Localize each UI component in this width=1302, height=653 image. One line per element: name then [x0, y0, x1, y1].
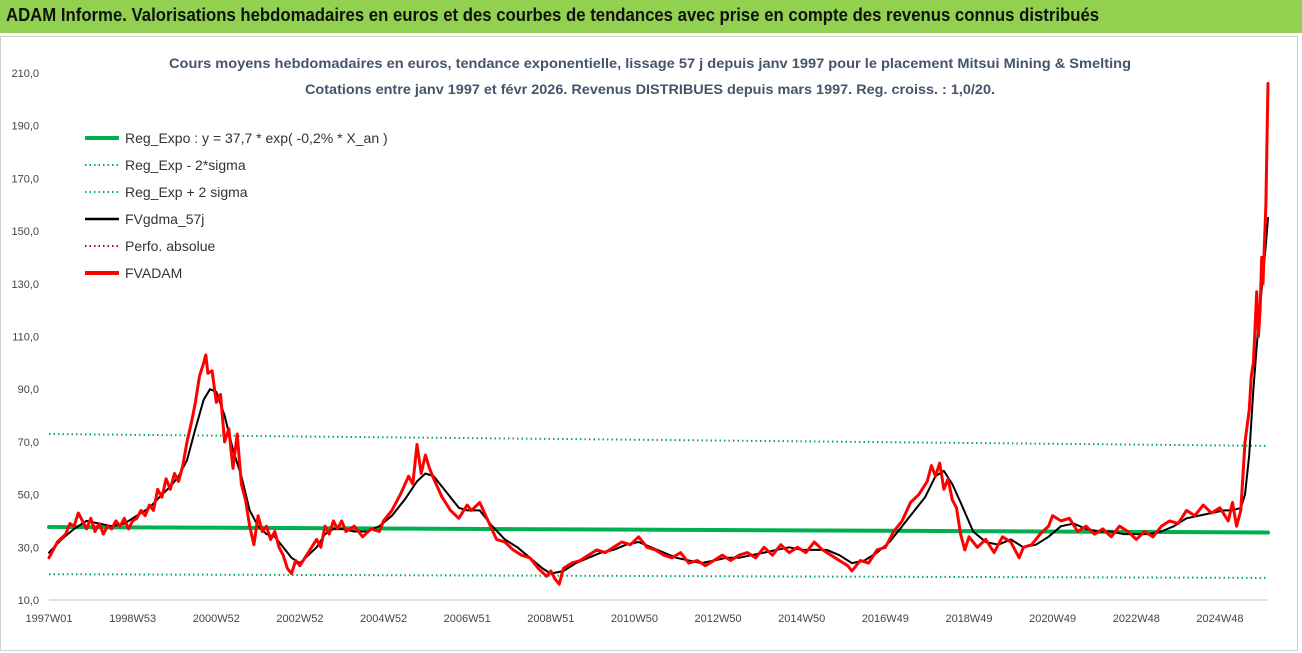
- series-line-0: [47, 525, 1270, 535]
- legend-label: Reg_Exp + 2 sigma: [125, 184, 248, 200]
- y-tick-label: 50,0: [18, 490, 39, 502]
- y-tick-label: 110,0: [12, 332, 39, 344]
- series-line-1: [48, 573, 1269, 579]
- y-tick-label: 190,0: [11, 121, 39, 133]
- legend-label: FVgdma_57j: [125, 211, 204, 227]
- header-banner: ADAM Informe. Valorisations hebdomadaire…: [0, 0, 1302, 33]
- x-tick-label: 2012W50: [695, 613, 742, 625]
- chart-area: Cours moyens hebdomadaires en euros, ten…: [0, 36, 1298, 651]
- legend-label: FVADAM: [125, 265, 182, 281]
- x-tick-label: 2022W48: [1113, 613, 1160, 625]
- y-tick-label: 90,0: [18, 384, 39, 396]
- legend: Reg_Expo : y = 37,7 * exp( -0,2% * X_an …: [85, 130, 388, 281]
- series-line-5: [47, 82, 1270, 586]
- x-tick-label: 1998W53: [109, 613, 156, 625]
- chart-title-line-1: Cours moyens hebdomadaires en euros, ten…: [169, 55, 1131, 71]
- plot-series: [47, 82, 1270, 586]
- x-tick-label: 2008W51: [527, 613, 574, 625]
- y-tick-label: 210,0: [11, 68, 39, 80]
- y-tick-label: 70,0: [18, 437, 39, 449]
- y-axis-labels: 10,0 30,0 50,0 70,0 90,0 110,0 130,0 150,0 170,0…: [11, 68, 39, 607]
- page-title: ADAM Informe. Valorisations hebdomadaire…: [6, 5, 1100, 25]
- x-tick-label: 2020W49: [1029, 613, 1076, 625]
- line-chart: Cours moyens hebdomadaires en euros, ten…: [11, 55, 1270, 625]
- x-tick-label: 2024W48: [1196, 613, 1243, 625]
- x-tick-label: 2006W51: [444, 613, 491, 625]
- x-tick-label: 2010W50: [611, 613, 658, 625]
- y-tick-label: 30,0: [18, 542, 39, 554]
- y-tick-label: 10,0: [18, 595, 39, 607]
- x-tick-label: 2000W52: [193, 613, 240, 625]
- y-tick-label: 150,0: [11, 226, 39, 238]
- chart-title-line-2: Cotations entre janv 1997 et févr 2026. …: [305, 81, 995, 97]
- legend-label: Perfo. absolue: [125, 238, 215, 254]
- x-tick-label: 2018W49: [945, 613, 992, 625]
- series-line-3: [48, 216, 1269, 575]
- x-tick-label: 2002W52: [276, 613, 323, 625]
- x-tick-label: 2016W49: [862, 613, 909, 625]
- series-line-2: [48, 433, 1269, 447]
- legend-label: Reg_Expo : y = 37,7 * exp( -0,2% * X_an …: [125, 130, 388, 146]
- x-axis: 1997W01 1998W53 2000W52 2002W52 2004W52 2006W…: [25, 599, 1268, 625]
- x-tick-label: 2014W50: [778, 613, 825, 625]
- legend-label: Reg_Exp - 2*sigma: [125, 157, 246, 173]
- x-tick-label: 1997W01: [25, 613, 72, 625]
- x-tick-label: 2004W52: [360, 613, 407, 625]
- y-tick-label: 130,0: [11, 279, 39, 291]
- y-tick-label: 170,0: [11, 173, 39, 185]
